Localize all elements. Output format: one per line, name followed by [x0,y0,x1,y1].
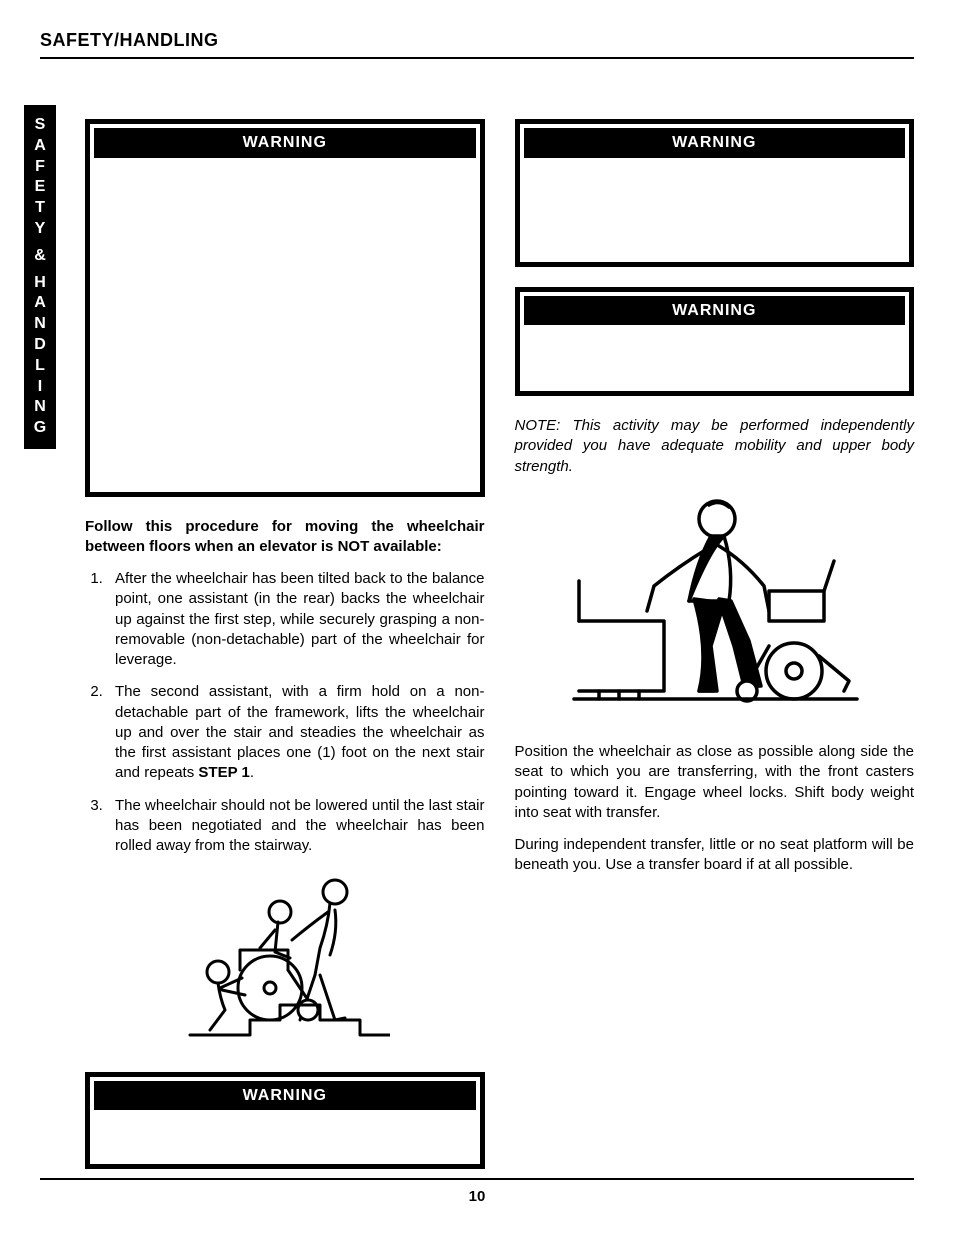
transfer-paragraph-1: Position the wheelchair as close as poss… [515,742,915,823]
warning-body [524,158,906,258]
warning-body [94,158,476,488]
warning-box-transfer-2: WARNING [515,287,915,397]
warning-title: WARNING [524,128,906,158]
procedure-step: The wheelchair should not be lowered unt… [107,796,485,857]
page-number: 10 [40,1178,914,1205]
figure-transfer [515,491,915,722]
warning-box-stairs: WARNING [85,119,485,497]
figure-stairs-assist [85,870,485,1051]
left-column: WARNING Follow this procedure for moving… [85,119,485,1189]
warning-title: WARNING [94,128,476,158]
warning-title: WARNING [524,296,906,326]
transfer-paragraph-2: During independent transfer, little or n… [515,835,915,876]
warning-body [524,325,906,387]
right-column: WARNING WARNING NOTE: This activity may … [515,119,915,1189]
procedure-lead: Follow this procedure for moving the whe… [85,517,485,558]
procedure-step: After the wheelchair has been tilted bac… [107,569,485,670]
warning-box-transfer-1: WARNING [515,119,915,267]
warning-title: WARNING [94,1081,476,1111]
page-header: SAFETY/HANDLING [40,30,914,59]
note-independent: NOTE: This activity may be performed ind… [515,416,915,477]
procedure-steps: After the wheelchair has been tilted bac… [85,569,485,856]
content-columns: WARNING Follow this procedure for moving… [85,119,914,1189]
warning-box-escalator: WARNING [85,1072,485,1170]
procedure-step: The second assistant, with a firm hold o… [107,682,485,783]
warning-body [94,1110,476,1160]
side-tab: SAFETY & HANDLING [24,105,56,449]
